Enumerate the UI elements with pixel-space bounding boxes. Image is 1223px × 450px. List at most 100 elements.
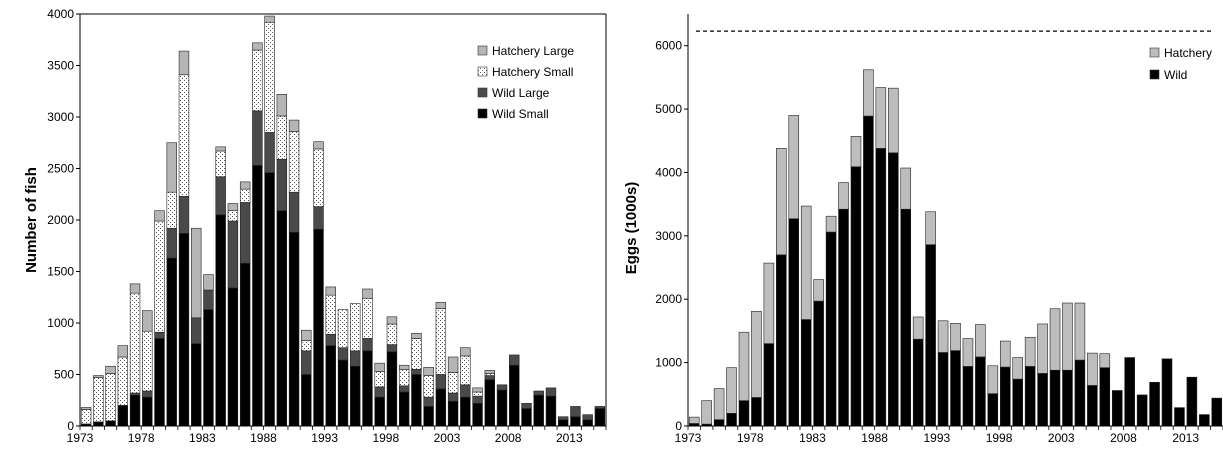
left-legend-swatch — [477, 108, 488, 119]
left-legend-swatch — [477, 87, 488, 98]
left-bar-wild-small-1974 — [93, 421, 104, 427]
left-bar-hatchery-small-1984 — [215, 150, 226, 178]
left-bar-hatchery-small-2001 — [423, 375, 434, 398]
right-bar-wild-1993 — [937, 352, 949, 427]
left-bar-wild-small-1997 — [374, 396, 385, 427]
left-bar-wild-large-1993 — [325, 334, 336, 346]
left-bar-hatchery-large-1976 — [117, 345, 129, 358]
right-y-axis-label: Eggs (1000s) — [623, 182, 640, 275]
right-bar-hatchery-1986 — [850, 136, 862, 168]
right-x-tick-label: 1973 — [675, 431, 702, 445]
left-bar-hatchery-large-1979 — [154, 210, 165, 222]
left-bar-wild-small-2005 — [472, 403, 483, 427]
right-bar-wild-1974 — [701, 423, 712, 427]
left-bar-wild-small-2004 — [460, 396, 471, 427]
right-bar-wild-1983 — [813, 300, 824, 427]
left-bar-hatchery-large-1982 — [191, 227, 202, 319]
right-y-tick-label: 6000 — [655, 39, 682, 53]
right-bar-wild-1994 — [950, 350, 961, 427]
left-bar-wild-small-1995 — [350, 365, 361, 427]
left-bar-hatchery-large-1992 — [313, 141, 324, 150]
right-bar-hatchery-1985 — [838, 182, 849, 210]
right-x-tick-label: 1993 — [923, 431, 950, 445]
left-bar-wild-large-1997 — [374, 386, 385, 398]
left-bar-wild-large-2007 — [496, 384, 508, 391]
left-bar-wild-large-1989 — [276, 158, 288, 212]
left-bar-hatchery-small-1989 — [276, 115, 288, 160]
left-bar-wild-small-2009 — [521, 408, 532, 427]
right-legend-swatch — [1149, 47, 1160, 58]
left-bar-hatchery-small-1990 — [288, 131, 300, 193]
right-y-tick-label: 4000 — [655, 165, 682, 179]
right-bar-hatchery-2003 — [1062, 302, 1073, 371]
left-bar-hatchery-large-1999 — [398, 364, 410, 370]
left-bar-wild-small-1991 — [301, 374, 312, 427]
right-bar-wild-1991 — [912, 338, 924, 427]
left-bar-wild-large-2014 — [582, 414, 593, 421]
left-bar-hatchery-small-1980 — [166, 191, 177, 229]
left-bar-wild-large-1996 — [362, 338, 373, 352]
left-bar-wild-small-1983 — [203, 309, 214, 427]
right-bar-wild-2011 — [1161, 358, 1173, 427]
left-bar-wild-small-2013 — [570, 416, 581, 427]
left-bar-hatchery-small-1986 — [239, 188, 251, 203]
left-bar-hatchery-large-1984 — [215, 146, 226, 152]
left-bar-hatchery-large-1981 — [178, 50, 190, 76]
left-bar-hatchery-small-1974 — [93, 377, 104, 423]
left-bar-wild-small-2000 — [411, 374, 422, 427]
left-y-tick-label: 3500 — [47, 59, 74, 73]
left-bar-wild-large-2012 — [557, 416, 569, 421]
left-y-axis-label: Number of fish — [23, 167, 40, 273]
right-bar-wild-2001 — [1037, 373, 1048, 427]
right-x-tick-label: 2013 — [1172, 431, 1199, 445]
left-bar-wild-large-1979 — [154, 331, 165, 339]
left-bar-hatchery-large-1985 — [227, 203, 239, 212]
right-bar-wild-2007 — [1111, 390, 1123, 427]
right-bar-hatchery-1975 — [713, 388, 725, 420]
left-bar-hatchery-small-1979 — [154, 220, 165, 333]
right-bar-wild-2014 — [1199, 414, 1210, 427]
left-y-tick-label: 500 — [54, 368, 74, 382]
left-bar-hatchery-small-1992 — [313, 148, 324, 207]
left-y-tick-label: 2000 — [47, 213, 74, 227]
right-y-tick-label: 0 — [675, 419, 682, 433]
right-bar-hatchery-1997 — [987, 365, 999, 394]
left-bar-hatchery-large-2005 — [472, 387, 483, 393]
left-bar-hatchery-large-1975 — [105, 365, 116, 374]
right-x-tick-label: 1998 — [986, 431, 1013, 445]
left-bar-wild-small-2008 — [509, 364, 520, 427]
left-bar-hatchery-large-1993 — [325, 286, 336, 296]
left-bar-hatchery-large-1977 — [129, 283, 141, 294]
left-bar-hatchery-small-1981 — [178, 74, 190, 197]
right-bar-hatchery-1994 — [950, 323, 961, 351]
left-bar-wild-large-2006 — [484, 375, 495, 380]
left-x-tick-label: 2008 — [495, 431, 522, 445]
left-bar-hatchery-small-2005 — [472, 391, 483, 397]
right-bar-hatchery-1982 — [800, 205, 812, 320]
right-bar-wild-1979 — [763, 343, 775, 427]
left-bar-wild-small-2012 — [557, 419, 569, 427]
right-bar-wild-1990 — [900, 208, 912, 427]
left-bar-wild-small-1981 — [178, 233, 190, 427]
right-bar-hatchery-1980 — [776, 148, 787, 256]
right-bar-wild-2008 — [1124, 357, 1135, 427]
left-bar-hatchery-small-1995 — [350, 303, 361, 352]
right-bar-wild-1998 — [999, 366, 1011, 427]
left-bar-wild-large-2013 — [570, 406, 581, 418]
right-bar-wild-1978 — [751, 397, 762, 427]
right-bar-hatchery-1988 — [875, 87, 887, 149]
left-bar-wild-small-1979 — [154, 338, 165, 427]
right-bar-wild-1980 — [776, 254, 787, 427]
left-bar-hatchery-small-2006 — [484, 373, 495, 376]
left-bar-hatchery-large-1998 — [386, 316, 398, 325]
left-bar-hatchery-large-1974 — [93, 375, 104, 378]
left-legend-label: Wild Small — [492, 107, 549, 121]
left-legend: Hatchery Large Hatchery Small Wild Large Wi… — [477, 44, 574, 121]
left-bar-wild-large-1978 — [142, 390, 153, 398]
left-bar-wild-small-1986 — [239, 262, 251, 427]
right-bar-hatchery-1984 — [825, 215, 837, 233]
left-bar-hatchery-large-1988 — [264, 15, 275, 23]
left-bar-wild-large-1991 — [301, 350, 312, 375]
left-bar-wild-large-1994 — [337, 347, 349, 361]
fish-count-chart: 0 500 1000 1500 2000 2500 3000 3500 4000 1973 1978… — [23, 7, 607, 445]
